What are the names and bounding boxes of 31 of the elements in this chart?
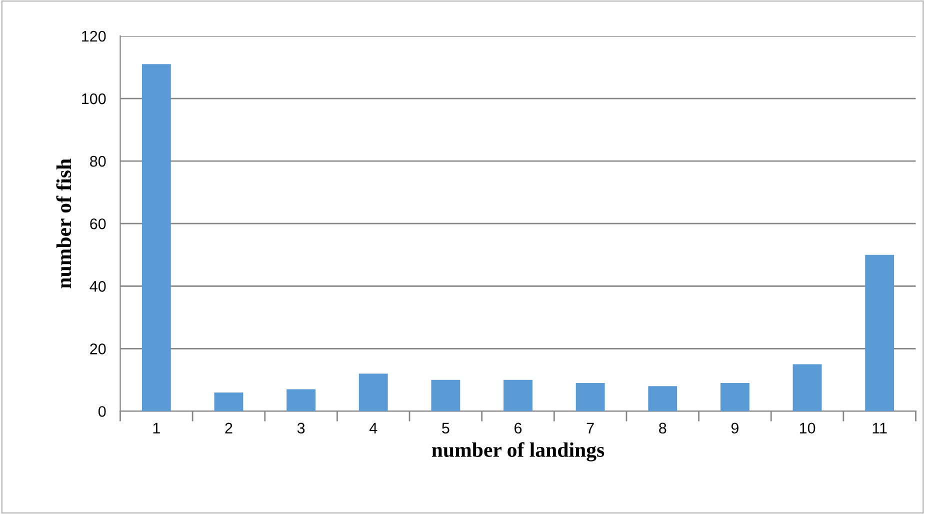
x-tick-label: 5 bbox=[442, 422, 450, 434]
y-tick-label: 120 bbox=[82, 30, 106, 42]
x-tick-label: 7 bbox=[586, 422, 594, 434]
x-tick-label: 11 bbox=[872, 422, 887, 434]
y-tick-label: 0 bbox=[98, 406, 106, 417]
bar bbox=[792, 364, 822, 412]
bar bbox=[648, 386, 678, 412]
y-tick-label: 60 bbox=[90, 218, 106, 230]
x-tick-label: 6 bbox=[514, 422, 522, 434]
x-axis-title: number of landings bbox=[432, 442, 604, 462]
x-tick-label: 4 bbox=[369, 422, 378, 434]
y-tick-label: 40 bbox=[90, 280, 106, 292]
x-tick-label: 1 bbox=[153, 422, 160, 434]
x-tick-label: 9 bbox=[731, 422, 738, 434]
x-tick-label: 3 bbox=[297, 422, 305, 434]
y-tick-label: 100 bbox=[82, 93, 106, 104]
y-tick-label: 80 bbox=[90, 156, 106, 167]
bar bbox=[720, 383, 750, 412]
x-tick-label: 10 bbox=[800, 422, 816, 434]
bar bbox=[286, 389, 316, 412]
bar bbox=[431, 380, 460, 412]
bar bbox=[358, 374, 388, 412]
bar bbox=[214, 392, 244, 412]
x-tick-label: 8 bbox=[659, 422, 666, 434]
x-tick-label: 2 bbox=[225, 422, 232, 434]
bar bbox=[576, 383, 605, 412]
bar bbox=[142, 64, 171, 412]
y-axis-title: number of fish bbox=[56, 158, 72, 288]
bar bbox=[865, 254, 894, 412]
y-tick-label: 20 bbox=[90, 344, 106, 354]
bar bbox=[504, 380, 532, 412]
